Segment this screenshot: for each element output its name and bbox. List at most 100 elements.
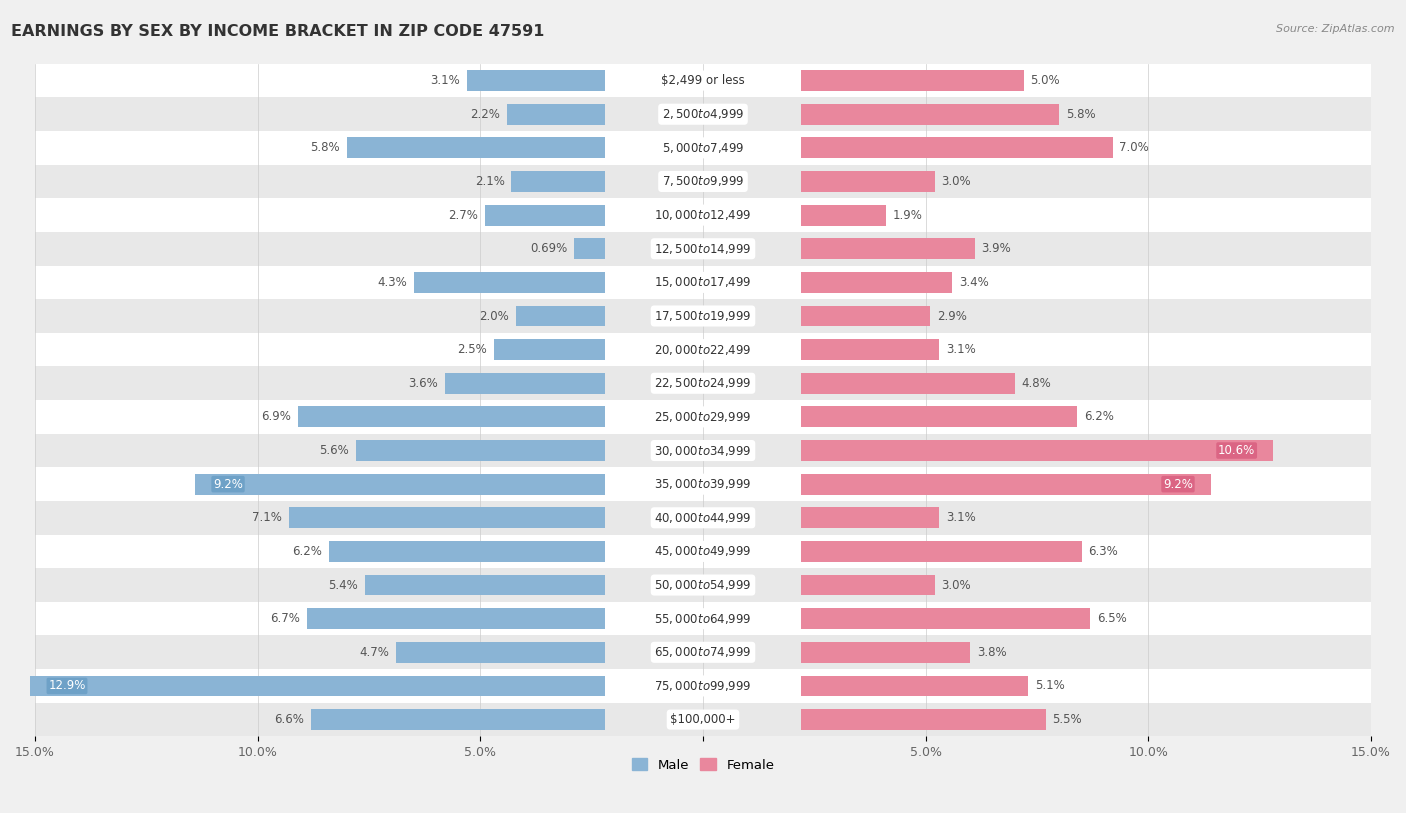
Bar [307,608,605,629]
Bar [35,602,1371,636]
Text: 1.9%: 1.9% [893,209,922,222]
Text: $100,000+: $100,000+ [671,713,735,726]
Text: 6.7%: 6.7% [270,612,299,625]
Bar [801,541,1081,562]
Bar [516,306,605,327]
Text: $65,000 to $74,999: $65,000 to $74,999 [654,646,752,659]
Text: $45,000 to $49,999: $45,000 to $49,999 [654,545,752,559]
Bar [364,575,605,595]
Text: 3.6%: 3.6% [408,376,439,389]
Text: $2,499 or less: $2,499 or less [661,74,745,87]
Text: $50,000 to $54,999: $50,000 to $54,999 [654,578,752,592]
Text: $75,000 to $99,999: $75,000 to $99,999 [654,679,752,693]
Bar [35,535,1371,568]
Bar [347,137,605,159]
Bar [574,238,605,259]
Bar [35,333,1371,367]
Text: 0.69%: 0.69% [530,242,568,255]
Bar [801,575,935,595]
Bar [801,642,970,663]
Bar [288,507,605,528]
Bar [35,63,1371,98]
Bar [801,137,1112,159]
Bar [801,306,931,327]
Text: 2.2%: 2.2% [471,108,501,120]
Bar [395,642,605,663]
Bar [195,474,605,494]
Text: 3.0%: 3.0% [941,175,972,188]
Text: 5.5%: 5.5% [1053,713,1083,726]
Bar [298,406,605,428]
Text: 6.6%: 6.6% [274,713,304,726]
Text: Source: ZipAtlas.com: Source: ZipAtlas.com [1277,24,1395,34]
Bar [413,272,605,293]
Bar [801,238,974,259]
Bar [801,676,1028,697]
Bar [35,669,1371,702]
Bar [508,104,605,124]
Text: 12.9%: 12.9% [48,680,86,693]
Text: $40,000 to $44,999: $40,000 to $44,999 [654,511,752,524]
Bar [801,608,1091,629]
Text: $22,500 to $24,999: $22,500 to $24,999 [654,376,752,390]
Bar [35,367,1371,400]
Bar [467,70,605,91]
Text: 4.3%: 4.3% [377,276,406,289]
Bar [35,568,1371,602]
Bar [801,474,1211,494]
Text: $55,000 to $64,999: $55,000 to $64,999 [654,611,752,626]
Bar [35,636,1371,669]
Bar [35,98,1371,131]
Bar [801,339,939,360]
Bar [35,702,1371,737]
Bar [35,400,1371,433]
Text: 3.1%: 3.1% [946,343,976,356]
Bar [35,232,1371,266]
Text: 5.6%: 5.6% [319,444,349,457]
Text: 6.5%: 6.5% [1097,612,1126,625]
Bar [31,676,605,697]
Text: 9.2%: 9.2% [214,478,243,491]
Text: $7,500 to $9,999: $7,500 to $9,999 [662,175,744,189]
Bar [35,266,1371,299]
Bar [801,373,1015,393]
Text: $25,000 to $29,999: $25,000 to $29,999 [654,410,752,424]
Bar [485,205,605,225]
Bar [356,440,605,461]
Text: $35,000 to $39,999: $35,000 to $39,999 [654,477,752,491]
Text: 3.0%: 3.0% [941,579,972,592]
Text: 2.0%: 2.0% [479,310,509,323]
Bar [444,373,605,393]
Bar [801,272,952,293]
Text: $12,500 to $14,999: $12,500 to $14,999 [654,241,752,256]
Legend: Male, Female: Male, Female [626,753,780,777]
Text: 3.9%: 3.9% [981,242,1011,255]
Bar [801,507,939,528]
Text: EARNINGS BY SEX BY INCOME BRACKET IN ZIP CODE 47591: EARNINGS BY SEX BY INCOME BRACKET IN ZIP… [11,24,544,39]
Text: 4.8%: 4.8% [1021,376,1052,389]
Text: 7.0%: 7.0% [1119,141,1149,154]
Text: 4.7%: 4.7% [359,646,389,659]
Bar [801,104,1059,124]
Bar [329,541,605,562]
Text: 5.0%: 5.0% [1031,74,1060,87]
Text: $10,000 to $12,499: $10,000 to $12,499 [654,208,752,222]
Bar [801,406,1077,428]
Bar [35,165,1371,198]
Text: 3.1%: 3.1% [946,511,976,524]
Text: $2,500 to $4,999: $2,500 to $4,999 [662,107,744,121]
Text: 3.4%: 3.4% [959,276,988,289]
Bar [801,205,886,225]
Text: 2.5%: 2.5% [457,343,486,356]
Text: 6.2%: 6.2% [1084,411,1114,424]
Text: 5.1%: 5.1% [1035,680,1064,693]
Text: $30,000 to $34,999: $30,000 to $34,999 [654,444,752,458]
Bar [35,131,1371,165]
Text: 2.9%: 2.9% [936,310,967,323]
Bar [35,433,1371,467]
Text: $17,500 to $19,999: $17,500 to $19,999 [654,309,752,323]
Bar [35,198,1371,232]
Text: 3.8%: 3.8% [977,646,1007,659]
Bar [35,299,1371,333]
Bar [494,339,605,360]
